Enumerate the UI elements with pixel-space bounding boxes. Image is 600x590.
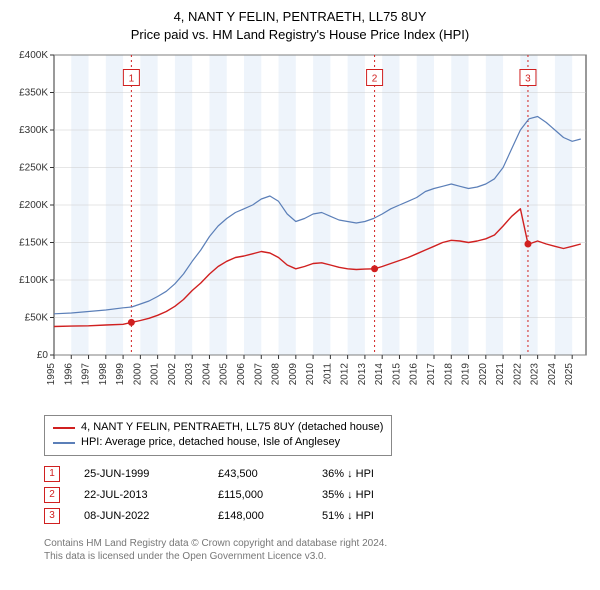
svg-text:£100K: £100K (19, 275, 48, 286)
svg-text:2011: 2011 (322, 363, 333, 385)
svg-text:1995: 1995 (46, 363, 57, 386)
svg-text:1996: 1996 (63, 363, 74, 386)
container: 4, NANT Y FELIN, PENTRAETH, LL75 8UY Pri… (0, 0, 600, 568)
event-price-2: £115,000 (218, 485, 298, 506)
legend: 4, NANT Y FELIN, PENTRAETH, LL75 8UY (de… (44, 415, 392, 456)
svg-text:2014: 2014 (374, 363, 385, 386)
event-price-3: £148,000 (218, 506, 298, 527)
svg-text:1999: 1999 (115, 363, 126, 386)
event-badge-2: 2 (44, 487, 60, 503)
footer-line-2: This data is licensed under the Open Gov… (44, 550, 592, 564)
svg-text:3: 3 (525, 74, 531, 85)
svg-text:2007: 2007 (253, 363, 264, 386)
event-row-3: 3 08-JUN-2022 £148,000 51% ↓ HPI (44, 506, 592, 527)
event-delta-3: 51% ↓ HPI (322, 506, 374, 527)
event-delta-2: 35% ↓ HPI (322, 485, 374, 506)
svg-text:£150K: £150K (19, 238, 48, 249)
legend-label-price-paid: 4, NANT Y FELIN, PENTRAETH, LL75 8UY (de… (81, 420, 383, 435)
legend-swatch-price-paid (53, 427, 75, 429)
svg-text:2016: 2016 (409, 363, 420, 386)
svg-text:2004: 2004 (201, 363, 212, 386)
chart: £0 £50K £100K £150K £200K £250K £300K £350K £400… (8, 49, 592, 409)
svg-text:2002: 2002 (167, 363, 178, 386)
svg-text:2024: 2024 (547, 363, 558, 386)
events-table: 1 25-JUN-1999 £43,500 36% ↓ HPI 2 22-JUL… (44, 464, 592, 527)
legend-item-hpi: HPI: Average price, detached house, Isle… (53, 435, 383, 450)
svg-text:2003: 2003 (184, 363, 195, 386)
svg-text:2023: 2023 (530, 363, 541, 386)
title-line-1: 4, NANT Y FELIN, PENTRAETH, LL75 8UY (8, 8, 592, 26)
svg-text:2006: 2006 (236, 363, 247, 386)
event-badge-1: 1 (44, 466, 60, 482)
svg-text:2015: 2015 (391, 363, 402, 386)
svg-text:£350K: £350K (19, 88, 48, 99)
svg-text:£0: £0 (37, 350, 49, 361)
footer: Contains HM Land Registry data © Crown c… (44, 537, 592, 564)
svg-text:2000: 2000 (132, 363, 143, 386)
title-line-2: Price paid vs. HM Land Registry's House … (8, 26, 592, 44)
event-row-2: 2 22-JUL-2013 £115,000 35% ↓ HPI (44, 485, 592, 506)
svg-text:2005: 2005 (219, 363, 230, 386)
svg-text:2025: 2025 (564, 363, 575, 386)
legend-item-price-paid: 4, NANT Y FELIN, PENTRAETH, LL75 8UY (de… (53, 420, 383, 435)
svg-text:2009: 2009 (288, 363, 299, 386)
legend-label-hpi: HPI: Average price, detached house, Isle… (81, 435, 340, 450)
event-price-1: £43,500 (218, 464, 298, 485)
svg-text:2021: 2021 (495, 363, 506, 386)
svg-text:£250K: £250K (19, 163, 48, 174)
svg-text:£300K: £300K (19, 125, 48, 136)
svg-text:2022: 2022 (512, 363, 523, 386)
svg-text:2008: 2008 (271, 363, 282, 386)
event-badge-3: 3 (44, 508, 60, 524)
svg-text:2001: 2001 (150, 363, 161, 386)
svg-text:1: 1 (129, 74, 135, 85)
svg-text:2019: 2019 (461, 363, 472, 386)
chart-title: 4, NANT Y FELIN, PENTRAETH, LL75 8UY Pri… (8, 8, 592, 43)
event-date-2: 22-JUL-2013 (84, 485, 194, 506)
svg-text:2020: 2020 (478, 363, 489, 386)
legend-swatch-hpi (53, 442, 75, 444)
event-date-1: 25-JUN-1999 (84, 464, 194, 485)
svg-text:2018: 2018 (443, 363, 454, 386)
svg-text:1997: 1997 (81, 363, 92, 386)
svg-text:2013: 2013 (357, 363, 368, 386)
svg-text:£400K: £400K (19, 50, 48, 61)
chart-svg: £0 £50K £100K £150K £200K £250K £300K £350K £400… (8, 49, 592, 409)
svg-text:2010: 2010 (305, 363, 316, 386)
svg-text:£200K: £200K (19, 200, 48, 211)
svg-text:2012: 2012 (340, 363, 351, 386)
svg-text:2: 2 (372, 74, 378, 85)
footer-line-1: Contains HM Land Registry data © Crown c… (44, 537, 592, 551)
event-delta-1: 36% ↓ HPI (322, 464, 374, 485)
svg-text:£50K: £50K (25, 313, 49, 324)
event-row-1: 1 25-JUN-1999 £43,500 36% ↓ HPI (44, 464, 592, 485)
svg-text:2017: 2017 (426, 363, 437, 386)
svg-text:1998: 1998 (98, 363, 109, 386)
event-date-3: 08-JUN-2022 (84, 506, 194, 527)
